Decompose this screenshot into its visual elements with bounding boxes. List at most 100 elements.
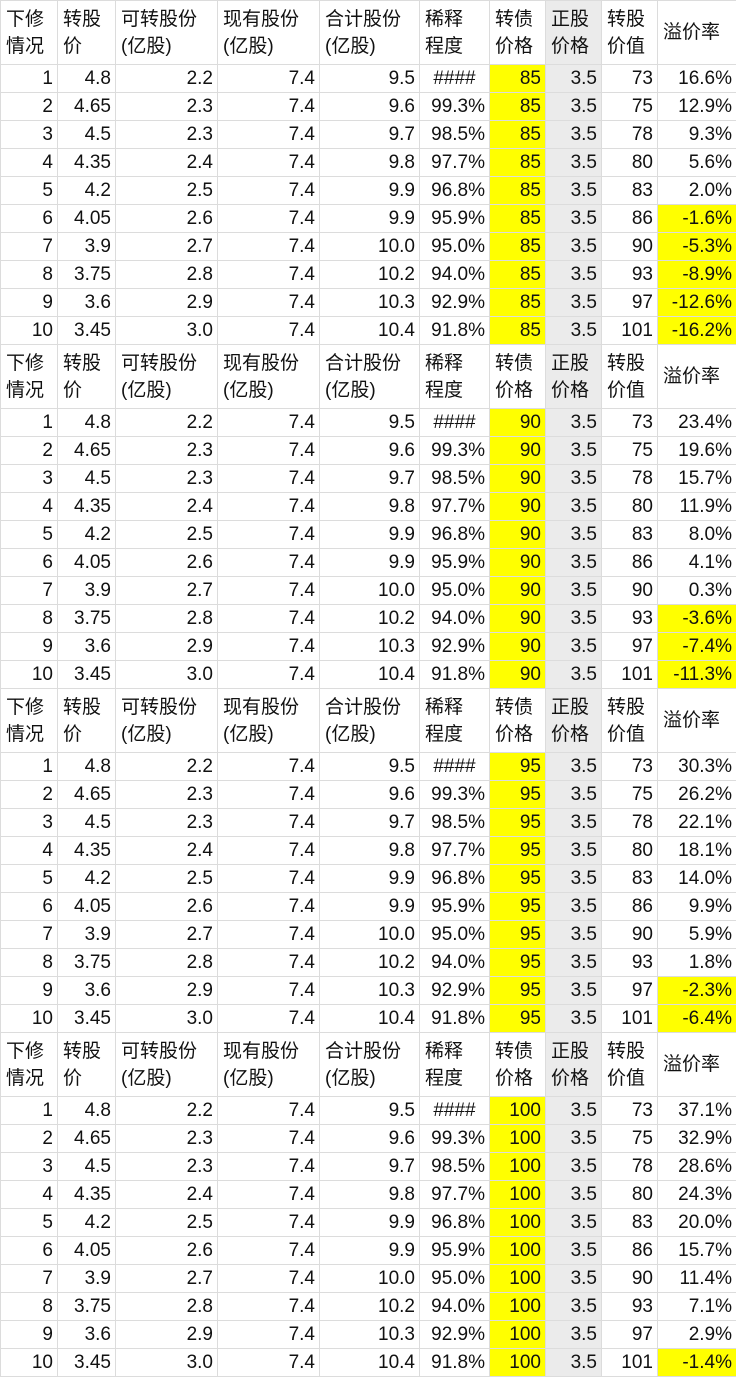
cell-premium-rate[interactable]: 30.3% — [658, 753, 736, 781]
cell-revision[interactable]: 2 — [1, 93, 58, 121]
cell-conversion-value[interactable]: 83 — [602, 177, 658, 205]
cell-stock-price[interactable]: 3.5 — [546, 205, 602, 233]
cell-stock-price[interactable]: 3.5 — [546, 1321, 602, 1349]
cell-premium-rate[interactable]: 5.6% — [658, 149, 736, 177]
cell-convertible-shares[interactable]: 2.4 — [116, 493, 218, 521]
header-conversion-value[interactable]: 转股价值 — [602, 689, 658, 753]
cell-total-shares[interactable]: 9.6 — [320, 781, 420, 809]
cell-existing-shares[interactable]: 7.4 — [218, 1293, 320, 1321]
cell-total-shares[interactable]: 10.0 — [320, 233, 420, 261]
cell-conversion-price[interactable]: 3.6 — [58, 977, 116, 1005]
cell-revision[interactable]: 8 — [1, 261, 58, 289]
cell-premium-rate[interactable]: -7.4% — [658, 633, 736, 661]
cell-revision[interactable]: 10 — [1, 1005, 58, 1033]
cell-revision[interactable]: 7 — [1, 577, 58, 605]
cell-existing-shares[interactable]: 7.4 — [218, 549, 320, 577]
cell-total-shares[interactable]: 9.9 — [320, 521, 420, 549]
cell-stock-price[interactable]: 3.5 — [546, 177, 602, 205]
cell-convertible-shares[interactable]: 2.9 — [116, 1321, 218, 1349]
header-conversion-price[interactable]: 转股价 — [58, 689, 116, 753]
cell-stock-price[interactable]: 3.5 — [546, 865, 602, 893]
cell-bond-price[interactable]: 100 — [490, 1181, 546, 1209]
header-dilution[interactable]: 稀释程度 — [420, 1033, 490, 1097]
cell-total-shares[interactable]: 10.2 — [320, 261, 420, 289]
cell-bond-price[interactable]: 100 — [490, 1349, 546, 1377]
header-convertible-shares[interactable]: 可转股份(亿股) — [116, 1033, 218, 1097]
cell-conversion-value[interactable]: 73 — [602, 409, 658, 437]
cell-conversion-price[interactable]: 3.75 — [58, 1293, 116, 1321]
header-total-shares[interactable]: 合计股份(亿股) — [320, 1, 420, 65]
cell-bond-price[interactable]: 85 — [490, 121, 546, 149]
cell-total-shares[interactable]: 10.0 — [320, 577, 420, 605]
cell-bond-price[interactable]: 85 — [490, 205, 546, 233]
cell-total-shares[interactable]: 9.5 — [320, 753, 420, 781]
cell-bond-price[interactable]: 85 — [490, 65, 546, 93]
cell-revision[interactable]: 3 — [1, 1153, 58, 1181]
header-premium-rate[interactable]: 溢价率 — [658, 345, 736, 409]
cell-premium-rate[interactable]: 0.3% — [658, 577, 736, 605]
cell-existing-shares[interactable]: 7.4 — [218, 661, 320, 689]
cell-existing-shares[interactable]: 7.4 — [218, 1153, 320, 1181]
cell-conversion-price[interactable]: 3.45 — [58, 1349, 116, 1377]
cell-bond-price[interactable]: 100 — [490, 1209, 546, 1237]
cell-total-shares[interactable]: 9.7 — [320, 809, 420, 837]
cell-stock-price[interactable]: 3.5 — [546, 1293, 602, 1321]
cell-revision[interactable]: 1 — [1, 65, 58, 93]
cell-conversion-price[interactable]: 3.9 — [58, 1265, 116, 1293]
cell-dilution[interactable]: 94.0% — [420, 261, 490, 289]
header-dilution[interactable]: 稀释程度 — [420, 689, 490, 753]
cell-dilution[interactable]: 95.9% — [420, 1237, 490, 1265]
cell-premium-rate[interactable]: 18.1% — [658, 837, 736, 865]
cell-stock-price[interactable]: 3.5 — [546, 1237, 602, 1265]
cell-bond-price[interactable]: 100 — [490, 1265, 546, 1293]
header-bond-price[interactable]: 转债价格 — [490, 345, 546, 409]
cell-existing-shares[interactable]: 7.4 — [218, 1125, 320, 1153]
cell-conversion-price[interactable]: 4.35 — [58, 1181, 116, 1209]
cell-conversion-price[interactable]: 4.65 — [58, 437, 116, 465]
cell-existing-shares[interactable]: 7.4 — [218, 437, 320, 465]
header-total-shares[interactable]: 合计股份(亿股) — [320, 1033, 420, 1097]
cell-conversion-price[interactable]: 4.2 — [58, 177, 116, 205]
cell-bond-price[interactable]: 95 — [490, 1005, 546, 1033]
cell-revision[interactable]: 10 — [1, 661, 58, 689]
cell-convertible-shares[interactable]: 2.7 — [116, 921, 218, 949]
cell-stock-price[interactable]: 3.5 — [546, 1209, 602, 1237]
cell-convertible-shares[interactable]: 2.3 — [116, 1125, 218, 1153]
cell-conversion-value[interactable]: 75 — [602, 437, 658, 465]
cell-dilution[interactable]: 96.8% — [420, 865, 490, 893]
header-conversion-price[interactable]: 转股价 — [58, 1, 116, 65]
cell-premium-rate[interactable]: -1.4% — [658, 1349, 736, 1377]
cell-bond-price[interactable]: 90 — [490, 493, 546, 521]
cell-stock-price[interactable]: 3.5 — [546, 549, 602, 577]
cell-bond-price[interactable]: 100 — [490, 1321, 546, 1349]
cell-total-shares[interactable]: 9.8 — [320, 493, 420, 521]
cell-conversion-value[interactable]: 83 — [602, 1209, 658, 1237]
cell-conversion-value[interactable]: 97 — [602, 633, 658, 661]
cell-convertible-shares[interactable]: 2.9 — [116, 977, 218, 1005]
cell-dilution[interactable]: 94.0% — [420, 1293, 490, 1321]
cell-stock-price[interactable]: 3.5 — [546, 233, 602, 261]
cell-premium-rate[interactable]: 32.9% — [658, 1125, 736, 1153]
cell-convertible-shares[interactable]: 2.2 — [116, 1097, 218, 1125]
header-existing-shares[interactable]: 现有股份(亿股) — [218, 1, 320, 65]
header-premium-rate[interactable]: 溢价率 — [658, 1, 736, 65]
cell-conversion-value[interactable]: 73 — [602, 753, 658, 781]
cell-dilution[interactable]: 97.7% — [420, 1181, 490, 1209]
cell-conversion-value[interactable]: 97 — [602, 289, 658, 317]
cell-dilution[interactable]: 99.3% — [420, 93, 490, 121]
cell-conversion-value[interactable]: 101 — [602, 317, 658, 345]
cell-convertible-shares[interactable]: 2.3 — [116, 121, 218, 149]
header-dilution[interactable]: 稀释程度 — [420, 1, 490, 65]
cell-conversion-price[interactable]: 4.05 — [58, 205, 116, 233]
cell-dilution[interactable]: 95.9% — [420, 549, 490, 577]
cell-total-shares[interactable]: 10.2 — [320, 949, 420, 977]
cell-stock-price[interactable]: 3.5 — [546, 1181, 602, 1209]
cell-existing-shares[interactable]: 7.4 — [218, 1237, 320, 1265]
cell-conversion-value[interactable]: 93 — [602, 261, 658, 289]
header-total-shares[interactable]: 合计股份(亿股) — [320, 689, 420, 753]
cell-revision[interactable]: 2 — [1, 1125, 58, 1153]
cell-total-shares[interactable]: 10.2 — [320, 1293, 420, 1321]
cell-bond-price[interactable]: 95 — [490, 781, 546, 809]
cell-premium-rate[interactable]: 11.4% — [658, 1265, 736, 1293]
cell-convertible-shares[interactable]: 2.2 — [116, 65, 218, 93]
